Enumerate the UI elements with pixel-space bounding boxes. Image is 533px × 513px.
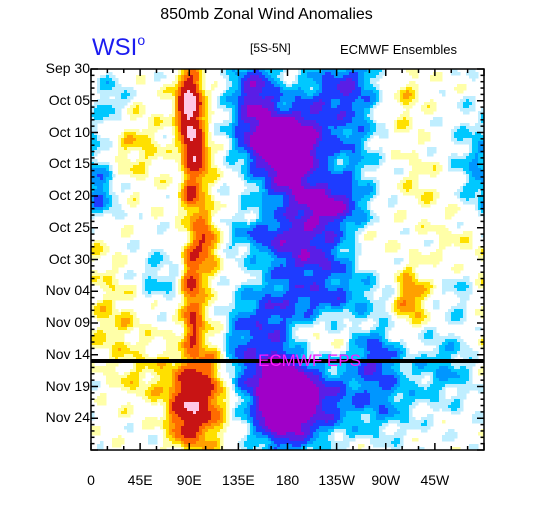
- model-label: ECMWF Ensembles: [340, 42, 458, 57]
- y-tick-label: Oct 25: [48, 218, 90, 235]
- y-tick-label: Oct 30: [48, 250, 90, 267]
- wsi-logo-text: WSI: [92, 34, 138, 61]
- wsi-logo-sup: o: [137, 32, 146, 48]
- y-tick-label: Nov 14: [45, 345, 90, 362]
- x-tick-label: 135E: [222, 472, 255, 488]
- region-label: [5S-5N]: [250, 41, 291, 55]
- y-tick-label: Oct 05: [48, 91, 90, 108]
- y-tick-label: Nov 19: [45, 377, 90, 394]
- x-tick-label: 90W: [371, 472, 401, 488]
- y-tick-label: Nov 04: [45, 282, 90, 299]
- y-tick-label: Oct 15: [48, 155, 90, 172]
- x-tick-label: 180: [275, 472, 300, 488]
- wsi-logo: WSIo: [92, 32, 145, 62]
- y-tick-label: Nov 24: [45, 409, 90, 426]
- x-tick-label: 90E: [176, 472, 202, 488]
- x-tick-label: 45W: [420, 472, 450, 488]
- x-tick-label: 45E: [127, 472, 153, 488]
- y-tick-label: Nov 09: [45, 314, 90, 330]
- x-tick-label: 0: [87, 472, 95, 488]
- y-tick-label: Oct 20: [48, 187, 90, 203]
- plot-frame: [90, 68, 485, 451]
- forecast-label: ECMWF EPS: [258, 351, 361, 370]
- chart-title: 850mb Zonal Wind Anomalies: [160, 6, 373, 23]
- y-tick-label: Sep 30: [45, 60, 90, 76]
- x-tick-label: 135W: [318, 472, 355, 488]
- y-tick-label: Oct 10: [48, 123, 90, 140]
- anomaly-field: [91, 69, 484, 450]
